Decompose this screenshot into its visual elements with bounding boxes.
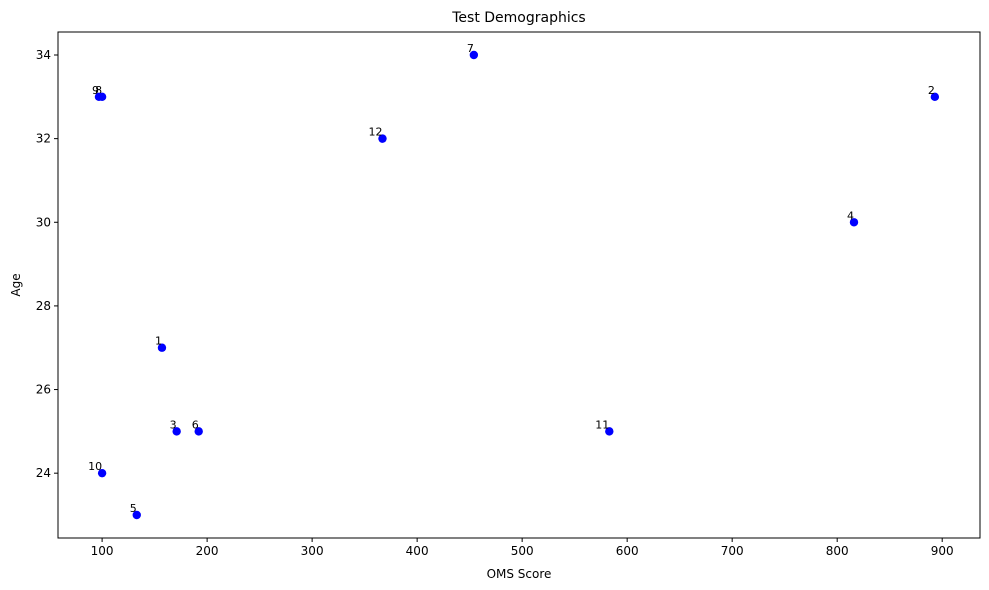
x-axis-label: OMS Score xyxy=(487,567,552,581)
data-point-label: 2 xyxy=(928,84,935,97)
x-tick-label: 700 xyxy=(721,544,744,558)
x-tick-label: 300 xyxy=(301,544,324,558)
data-point xyxy=(97,468,107,478)
y-axis-label: Age xyxy=(9,273,23,296)
data-point xyxy=(469,50,479,60)
data-point xyxy=(849,218,859,227)
data-point-label: 11 xyxy=(595,418,609,431)
y-tick-label: 30 xyxy=(36,215,51,229)
x-tick-label: 400 xyxy=(406,544,429,558)
x-tick-label: 500 xyxy=(511,544,534,558)
data-point xyxy=(605,427,614,436)
plot-frame xyxy=(57,31,981,539)
data-point xyxy=(172,427,181,436)
data-point-label: 10 xyxy=(88,460,102,473)
data-point xyxy=(194,427,203,436)
y-tick-label: 24 xyxy=(36,466,51,480)
data-point xyxy=(378,134,387,143)
x-tick-label: 900 xyxy=(931,544,954,558)
data-point-label: 4 xyxy=(847,209,854,222)
y-tick-label: 28 xyxy=(36,299,51,313)
x-tick-label: 100 xyxy=(91,544,114,558)
y-tick-label: 26 xyxy=(36,383,51,397)
data-point-label: 6 xyxy=(192,418,199,431)
x-tick-label: 800 xyxy=(826,544,849,558)
data-point-label: 7 xyxy=(467,42,474,55)
data-point xyxy=(930,92,940,102)
data-point xyxy=(94,92,104,102)
x-tick-label: 200 xyxy=(196,544,219,558)
data-point xyxy=(132,510,141,520)
data-point-label: 5 xyxy=(130,502,137,515)
data-point-label: 9 xyxy=(92,84,99,97)
data-point-label: 12 xyxy=(368,126,382,139)
chart-title: Test Demographics xyxy=(451,10,585,26)
data-point-label: 8 xyxy=(95,84,102,97)
x-tick-label: 600 xyxy=(616,544,639,558)
data-point xyxy=(157,343,167,352)
y-tick-label: 32 xyxy=(36,132,51,146)
data-point-label: 1 xyxy=(155,335,162,348)
y-tick-label: 34 xyxy=(36,48,51,62)
data-point-label: 3 xyxy=(170,418,177,431)
